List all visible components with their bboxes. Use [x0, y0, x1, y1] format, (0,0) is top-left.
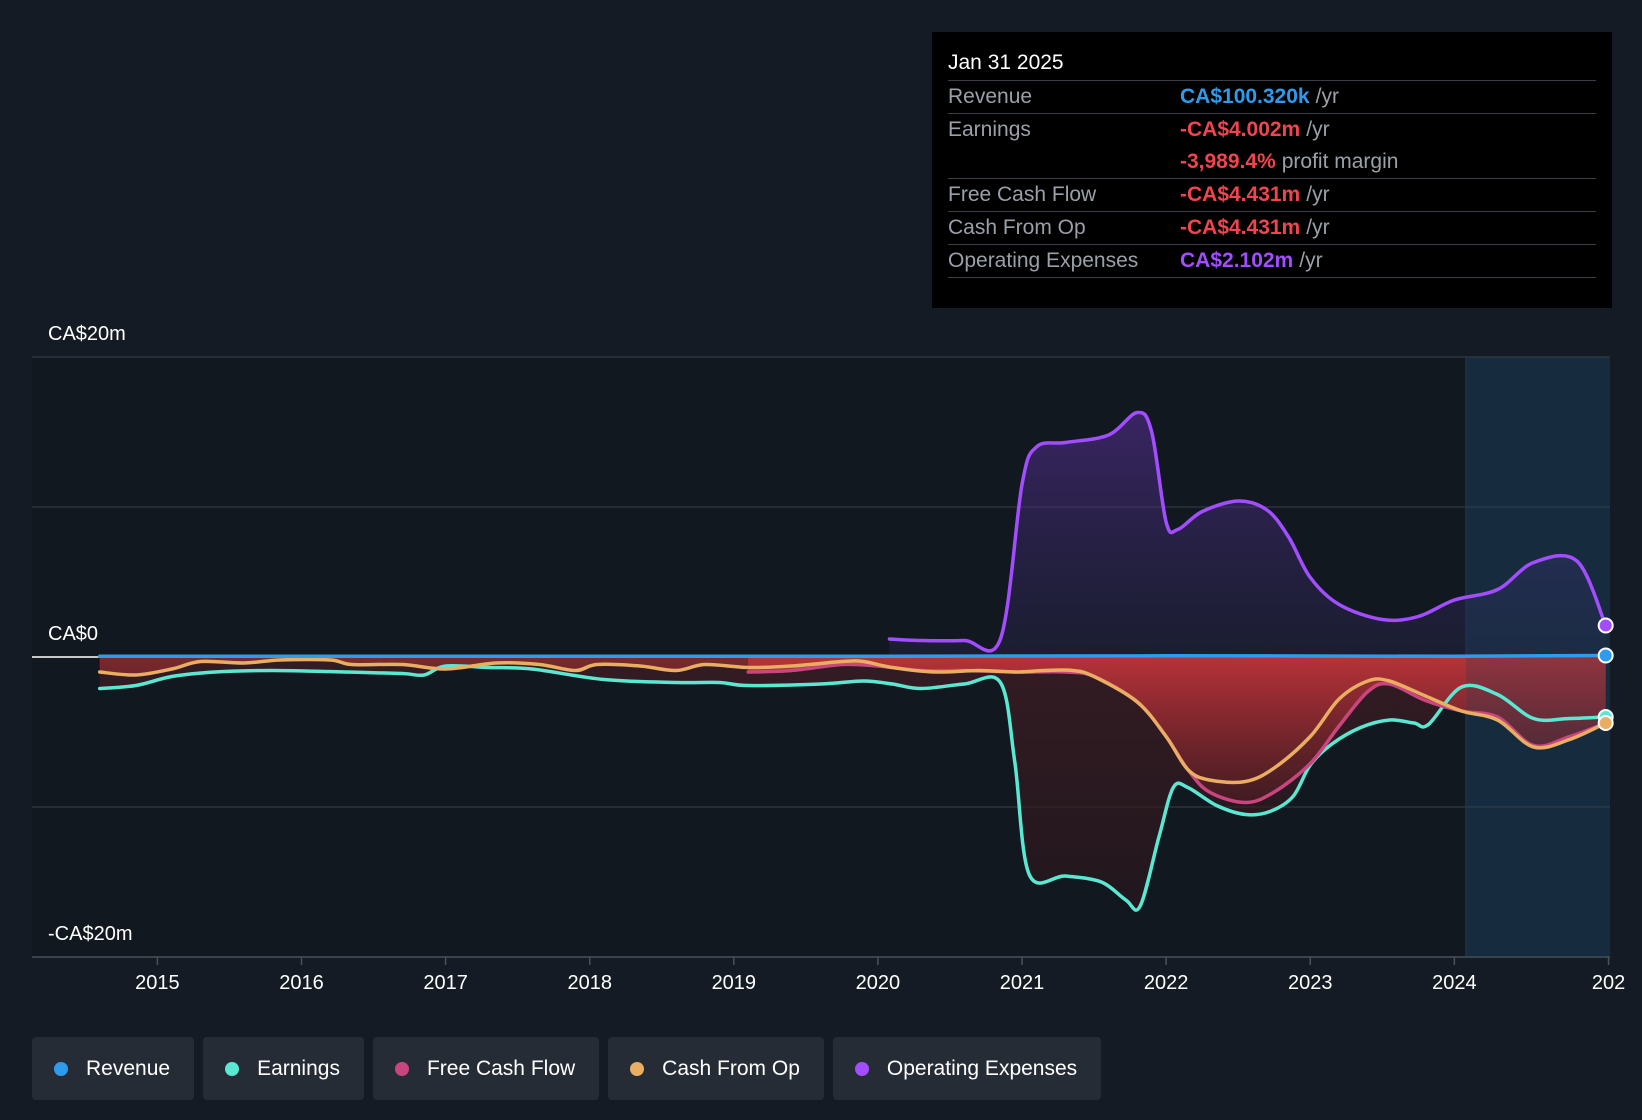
series-lines — [97, 410, 1608, 912]
legend-item-free-cash-flow[interactable]: Free Cash Flow — [372, 1037, 600, 1100]
x-tick-label: 2024 — [1432, 972, 1477, 994]
x-axis: 2015 2016 2017 2018 2019 2020 2021 2022 2023 2024… — [135, 957, 1625, 994]
line-cash-from-op — [97, 657, 1608, 785]
tooltip-row-unit: /yr — [1306, 118, 1330, 141]
tooltip-row-name: Free Cash Flow — [948, 183, 1097, 206]
legend-dot-icon — [854, 1061, 869, 1076]
x-tick-label: 202 — [1592, 972, 1625, 994]
tooltip-row-unit: /yr — [1306, 216, 1330, 239]
tooltip-row: Cash From Op -CA$4.431m/yr — [948, 212, 1596, 245]
tooltip-row-value: CA$100.320k — [1180, 85, 1310, 108]
marker-operating-expenses — [1597, 617, 1614, 634]
x-tick-label: 2019 — [712, 972, 757, 994]
legend-label: Cash From Op — [662, 1056, 800, 1080]
area-free-cash-flow — [748, 657, 1606, 803]
x-tick-label: 2018 — [567, 972, 612, 994]
x-tick-label: 2020 — [856, 972, 901, 994]
line-earnings — [97, 663, 1608, 912]
tooltip-row: -3,989.4% profit margin — [948, 146, 1596, 179]
line-revenue — [97, 653, 1608, 659]
tooltip-row-value: -3,989.4% — [1180, 150, 1276, 173]
marker-cash-from-op — [1597, 715, 1614, 731]
end-markers — [1597, 617, 1614, 731]
tooltip-row-name — [948, 146, 1180, 178]
x-tick-label: 2023 — [1288, 972, 1333, 994]
marker-revenue — [1597, 647, 1614, 664]
x-tick-label: 2021 — [1000, 972, 1045, 994]
tooltip-row-unit: /yr — [1315, 85, 1339, 108]
tooltip-row-value: CA$2.102m — [1180, 249, 1294, 272]
legend-label: Free Cash Flow — [426, 1056, 576, 1080]
tooltip-row: Revenue CA$100.320k/yr — [948, 81, 1596, 114]
legend-item-operating-expenses[interactable]: Operating Expenses — [832, 1037, 1102, 1100]
tooltip-row-name: Revenue — [948, 85, 1033, 108]
tooltip-row-name: Operating Expenses — [948, 249, 1139, 272]
tooltip-row-name: Cash From Op — [948, 216, 1086, 239]
tooltip-row-unit: profit margin — [1281, 150, 1399, 173]
tooltip-row-unit: /yr — [1306, 183, 1330, 206]
x-tick-label: 2022 — [1144, 972, 1189, 994]
area-operating-expenses — [889, 412, 1606, 657]
x-tick-label: 2017 — [423, 972, 468, 994]
tooltip-row: Free Cash Flow -CA$4.431m/yr — [948, 179, 1596, 212]
x-tick-label: 2015 — [135, 972, 180, 994]
tooltip-row-value: -CA$4.431m — [1180, 216, 1301, 239]
legend-label: Operating Expenses — [886, 1056, 1078, 1080]
tooltip-row-unit: /yr — [1299, 249, 1323, 272]
legend-label: Earnings — [257, 1056, 340, 1080]
y-label-bottom: -CA$20m — [48, 923, 132, 945]
tooltip-date: Jan 31 2025 — [948, 46, 1596, 81]
x-tick-label: 2016 — [279, 972, 324, 994]
legend-dot-icon — [225, 1061, 240, 1076]
legend-dot-icon — [630, 1061, 645, 1076]
tooltip-row-value: -CA$4.431m — [1180, 183, 1301, 206]
line-operating-expenses — [887, 410, 1608, 653]
legend-dot-icon — [394, 1061, 409, 1076]
tooltip-row: Earnings -CA$4.002m/yr — [948, 114, 1596, 146]
grid — [32, 356, 1610, 958]
tooltip: Jan 31 2025 Revenue CA$100.320k/yr Earning… — [932, 32, 1612, 308]
legend: Revenue Earnings Free Cash Flow Cash From O… — [32, 1037, 1102, 1100]
tooltip-row-name: Earnings — [948, 118, 1031, 141]
tooltip-row: Operating Expenses CA$2.102m/yr — [948, 245, 1596, 278]
legend-item-cash-from-op[interactable]: Cash From Op — [608, 1037, 824, 1100]
legend-item-earnings[interactable]: Earnings — [203, 1037, 364, 1100]
legend-dot-icon — [54, 1061, 68, 1076]
tooltip-rows: Revenue CA$100.320k/yr Earnings -CA$4.002m /… — [948, 81, 1596, 278]
y-label-zero: CA$0 — [48, 623, 98, 645]
y-label-top: CA$20m — [48, 323, 126, 345]
legend-item-revenue[interactable]: Revenue — [32, 1037, 195, 1100]
legend-label: Revenue — [86, 1056, 171, 1080]
tooltip-row-value: -CA$4.002m — [1180, 118, 1301, 141]
